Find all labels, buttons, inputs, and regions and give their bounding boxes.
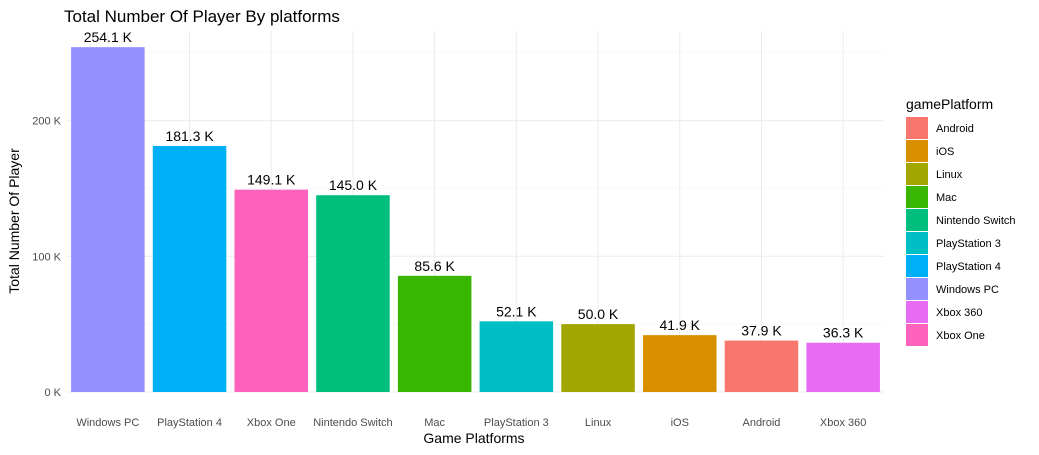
legend-label: Xbox One	[936, 330, 985, 342]
legend-swatch	[906, 209, 928, 231]
legend-swatch	[906, 232, 928, 254]
y-axis-ticks: 0 K 100 K 200 K	[32, 116, 61, 399]
data-label: 36.3 K	[823, 325, 864, 341]
legend-label: Xbox 360	[936, 307, 982, 319]
x-tick-label: Xbox 360	[820, 417, 866, 429]
bar-playstation-3	[479, 321, 554, 392]
x-axis-title: Game Platforms	[423, 430, 524, 446]
legend-label: iOS	[936, 146, 954, 158]
legend-label: Nintendo Switch	[936, 215, 1016, 227]
data-label: 181.3 K	[165, 128, 214, 144]
data-label: 52.1 K	[496, 303, 537, 319]
bars-group	[71, 47, 880, 393]
y-tick-label: 0 K	[44, 387, 61, 399]
bar-mac	[397, 275, 472, 392]
legend-items: Android iOS Linux Mac Nintendo Switch PlaySta…	[906, 117, 1016, 346]
bar-windows-pc	[71, 47, 145, 393]
legend-label: Linux	[936, 169, 963, 181]
x-tick-label: Linux	[585, 417, 612, 429]
x-tick-label: Nintendo Switch	[313, 417, 393, 429]
legend-swatch	[906, 117, 928, 139]
data-label: 50.0 K	[578, 306, 619, 322]
x-axis-ticks: Windows PC PlayStation 4 Xbox One Nintendo …	[76, 417, 866, 429]
legend: gamePlatform Android iOS Linux Mac Nintendo …	[906, 96, 1016, 346]
legend-swatch	[906, 186, 928, 208]
data-label: 41.9 K	[660, 317, 701, 333]
legend-swatch	[906, 301, 928, 323]
legend-swatch	[906, 140, 928, 162]
data-label: 254.1 K	[84, 29, 133, 45]
x-tick-label: Mac	[424, 417, 445, 429]
legend-swatch	[906, 278, 928, 300]
data-label: 149.1 K	[247, 172, 296, 188]
data-labels-group: 254.1 K 181.3 K 149.1 K 145.0 K 85.6 K 52.1 K…	[84, 29, 864, 341]
x-tick-label: iOS	[671, 417, 689, 429]
bar-xbox-360	[806, 342, 880, 392]
legend-label: PlayStation 4	[936, 261, 1001, 273]
bar-playstation-4	[152, 145, 227, 392]
legend-label: Windows PC	[936, 284, 999, 296]
bar-linux	[561, 324, 635, 392]
y-axis-title: Total Number Of Player	[6, 148, 22, 294]
legend-label: Android	[936, 123, 974, 135]
x-tick-label: PlayStation 3	[484, 417, 549, 429]
legend-label: PlayStation 3	[936, 238, 1001, 250]
bar-android	[724, 340, 799, 392]
bar-ios	[642, 335, 717, 392]
bar-nintendo-switch	[316, 195, 390, 392]
legend-title: gamePlatform	[906, 96, 993, 112]
x-tick-label: Xbox One	[247, 417, 296, 429]
legend-swatch	[906, 324, 928, 346]
y-tick-label: 200 K	[32, 116, 61, 128]
legend-label: Mac	[936, 192, 957, 204]
x-tick-label: Windows PC	[76, 417, 139, 429]
x-tick-label: Android	[742, 417, 780, 429]
legend-swatch	[906, 163, 928, 185]
data-label: 37.9 K	[741, 323, 782, 339]
data-label: 145.0 K	[329, 177, 378, 193]
bar-xbox-one	[234, 189, 309, 392]
chart-title: Total Number Of Player By platforms	[64, 7, 340, 26]
legend-swatch	[906, 255, 928, 277]
y-tick-label: 100 K	[32, 251, 61, 263]
data-label: 85.6 K	[414, 258, 455, 274]
x-tick-label: PlayStation 4	[157, 417, 222, 429]
